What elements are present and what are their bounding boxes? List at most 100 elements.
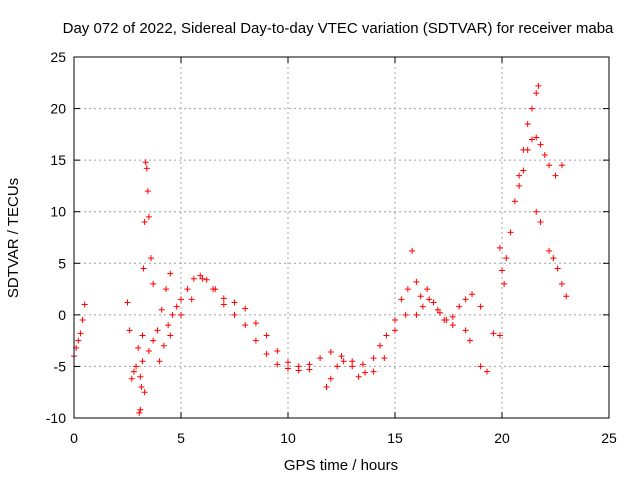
- series-seg-h: [338, 311, 409, 375]
- data-point: [143, 165, 150, 172]
- data-point: [424, 286, 431, 293]
- data-point: [501, 280, 508, 287]
- data-point: [142, 159, 149, 166]
- data-point: [163, 286, 170, 293]
- data-point: [188, 296, 195, 303]
- data-point: [484, 368, 491, 375]
- y-tick-label: -5: [54, 358, 67, 374]
- data-point: [231, 311, 238, 318]
- data-point: [75, 337, 82, 344]
- data-point: [133, 363, 140, 370]
- x-tick-label: 15: [387, 430, 403, 446]
- data-point: [136, 409, 143, 416]
- data-point: [79, 317, 86, 324]
- data-point: [340, 358, 347, 365]
- series-seg-f: [167, 275, 313, 374]
- series-seg-k: [462, 327, 503, 375]
- data-point: [252, 320, 259, 327]
- data-point: [338, 353, 345, 360]
- data-point: [496, 244, 503, 251]
- data-point: [466, 337, 473, 344]
- series-seg-a: [71, 301, 88, 360]
- series-seg-g: [323, 286, 411, 391]
- data-point: [537, 219, 544, 226]
- data-point: [516, 182, 523, 189]
- data-point: [434, 306, 441, 313]
- data-point: [359, 361, 366, 368]
- series-seg-m: [516, 134, 565, 189]
- data-point: [541, 151, 548, 158]
- series-seg-d: [141, 270, 174, 396]
- series-seg-n: [533, 208, 570, 300]
- data-point: [178, 311, 184, 318]
- data-point: [252, 337, 259, 344]
- series-seg-b: [124, 299, 146, 382]
- series-seg-j: [413, 296, 456, 329]
- y-tick-label: -10: [46, 410, 66, 426]
- y-tick-label: 0: [58, 307, 66, 323]
- data-point: [563, 293, 570, 300]
- data-point: [334, 363, 341, 370]
- x-tick-label: 5: [177, 430, 185, 446]
- data-point: [392, 327, 398, 334]
- data-point: [231, 299, 238, 306]
- data-point: [190, 275, 197, 282]
- data-point: [533, 208, 540, 215]
- data-point: [323, 384, 330, 391]
- data-point: [160, 342, 167, 349]
- data-points: [71, 82, 570, 416]
- data-point: [167, 270, 174, 277]
- data-point: [402, 311, 409, 318]
- data-point: [317, 355, 324, 362]
- data-point: [139, 332, 146, 339]
- data-point: [503, 255, 510, 262]
- data-point: [220, 295, 227, 302]
- data-point: [507, 229, 514, 236]
- data-point: [220, 301, 227, 308]
- data-point: [449, 322, 456, 329]
- data-point: [496, 332, 503, 339]
- chart-title: Day 072 of 2022, Sidereal Day-to-day VTE…: [63, 20, 614, 37]
- data-point: [128, 375, 135, 382]
- data-point: [449, 313, 456, 320]
- series-seg-c: [136, 159, 157, 416]
- data-point: [306, 361, 313, 368]
- axis-ticks: 0 5 10 15 20 25 -10 -5 0 5 10 15 20 25: [46, 49, 617, 446]
- data-point: [145, 347, 152, 354]
- data-point: [552, 172, 559, 179]
- data-point: [349, 358, 356, 365]
- data-point: [148, 255, 155, 262]
- data-point: [199, 275, 206, 282]
- data-point: [520, 167, 527, 174]
- data-point: [370, 355, 377, 362]
- x-tick-label: 0: [70, 430, 78, 446]
- x-tick-label: 20: [494, 430, 510, 446]
- data-point: [377, 342, 384, 349]
- data-point: [150, 337, 157, 344]
- data-point: [499, 267, 505, 274]
- y-tick-label: 25: [50, 49, 66, 65]
- data-point: [81, 301, 88, 308]
- data-point: [126, 327, 133, 334]
- data-point: [426, 296, 433, 303]
- data-point: [546, 247, 553, 254]
- data-point: [392, 317, 398, 324]
- data-point: [430, 299, 437, 306]
- data-point: [462, 296, 469, 303]
- data-point: [77, 330, 84, 337]
- data-point: [469, 291, 476, 298]
- data-point: [355, 373, 362, 380]
- data-point: [441, 317, 448, 324]
- y-tick-label: 10: [50, 204, 66, 220]
- data-point: [524, 121, 531, 128]
- series-seg-i: [409, 247, 484, 324]
- data-point: [285, 359, 291, 366]
- data-point: [550, 255, 557, 262]
- data-point: [138, 384, 145, 391]
- data-point: [362, 369, 369, 376]
- data-point: [511, 198, 518, 205]
- series-seg-l: [496, 82, 542, 287]
- data-point: [203, 276, 210, 283]
- y-tick-label: 15: [50, 152, 66, 168]
- data-point: [124, 299, 131, 306]
